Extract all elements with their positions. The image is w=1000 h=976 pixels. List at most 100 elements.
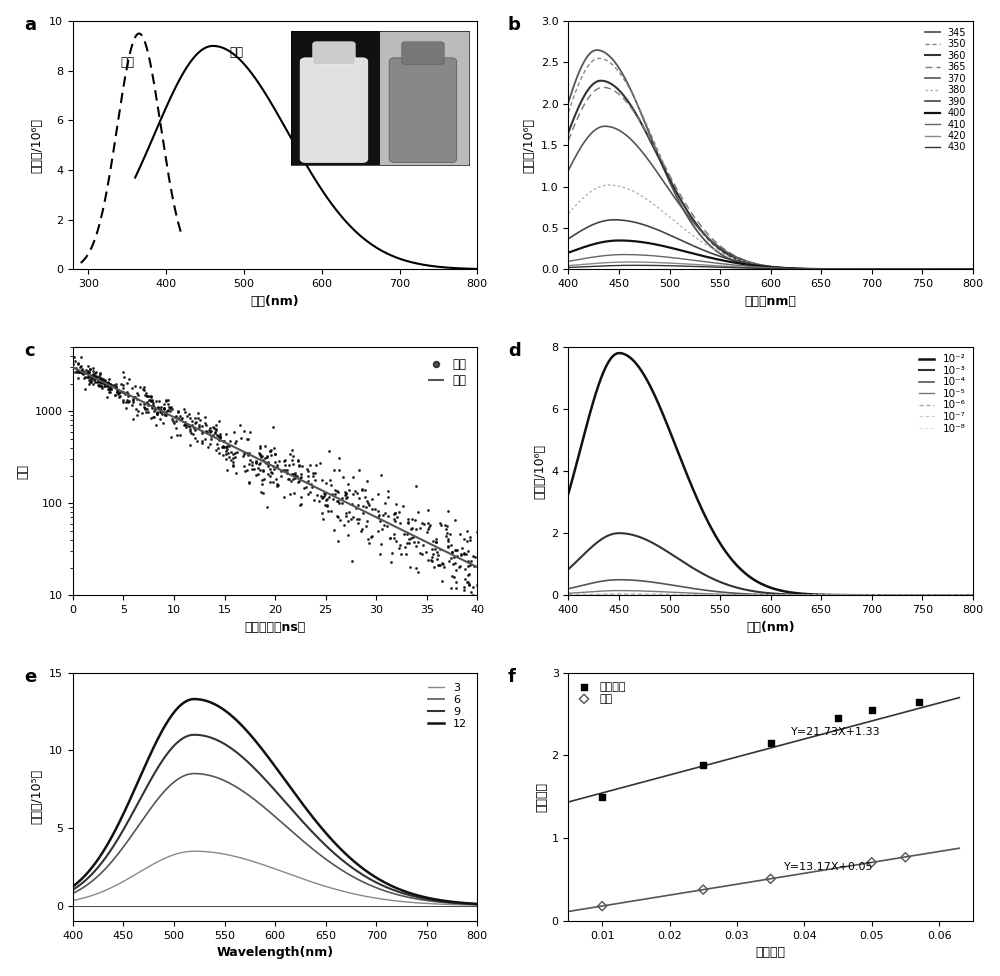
衰减 xyxy=(445,556,461,572)
10⁻⁴ xyxy=(562,583,574,594)
衰减 xyxy=(211,445,227,461)
衰减 xyxy=(219,462,235,477)
衰减 xyxy=(146,403,162,419)
衰减 xyxy=(214,439,230,455)
Line: 360: 360 xyxy=(568,81,973,269)
衰减 xyxy=(398,547,414,562)
410 xyxy=(782,263,794,274)
衰减 xyxy=(239,431,255,447)
衰减 xyxy=(460,574,476,590)
Legend: 3, 6, 9, 12: 3, 6, 9, 12 xyxy=(423,678,472,734)
6 xyxy=(260,803,272,815)
400 xyxy=(804,264,816,275)
衰减 xyxy=(463,584,479,599)
365 xyxy=(758,260,770,271)
衰减 xyxy=(157,406,173,422)
衰减 xyxy=(96,375,112,390)
衰减 xyxy=(444,544,460,559)
衰减 xyxy=(337,484,353,500)
10⁻⁷ xyxy=(782,590,794,601)
衰减 xyxy=(292,469,308,485)
衰减 xyxy=(136,399,152,415)
12 xyxy=(308,813,320,825)
衰减 xyxy=(299,461,315,476)
衰减 xyxy=(266,462,282,477)
衰减 xyxy=(116,369,132,385)
10⁻² xyxy=(804,589,816,600)
350 xyxy=(755,261,767,272)
10⁻⁵ xyxy=(958,590,970,601)
衰减 xyxy=(208,421,224,436)
衰减 xyxy=(67,364,83,380)
420 xyxy=(755,263,767,274)
衰减 xyxy=(241,456,257,471)
衰减 xyxy=(240,431,256,447)
衰减 xyxy=(281,457,297,472)
6 xyxy=(262,805,274,817)
Line: 10⁻⁶: 10⁻⁶ xyxy=(568,594,973,595)
衰减 xyxy=(338,508,354,523)
衰减 xyxy=(178,417,194,432)
衰减 xyxy=(93,374,109,389)
衰减 xyxy=(401,531,417,547)
衰减 xyxy=(223,444,239,460)
衰减 xyxy=(260,455,276,470)
衰减 xyxy=(136,396,152,412)
10⁻⁷ xyxy=(967,590,979,601)
10⁻⁶ xyxy=(958,590,970,601)
硫酸奎宁 xyxy=(864,702,880,717)
衰减 xyxy=(459,574,475,590)
衰减 xyxy=(402,559,418,575)
衰减 xyxy=(427,542,443,557)
衰减 xyxy=(269,459,285,474)
衰减 xyxy=(360,532,376,548)
衰减 xyxy=(164,401,180,417)
衰减 xyxy=(425,533,441,549)
衰减 xyxy=(118,400,134,416)
衰减 xyxy=(212,427,228,442)
365 xyxy=(596,81,608,93)
衰减 xyxy=(225,458,241,473)
衰减 xyxy=(403,530,419,546)
衰减 xyxy=(182,437,198,453)
衰减 xyxy=(125,394,141,410)
衰减 xyxy=(347,483,363,499)
衰减 xyxy=(139,394,155,410)
拟合 xyxy=(462,556,474,568)
衰减 xyxy=(190,406,206,422)
衰减 xyxy=(73,358,89,374)
衰减 xyxy=(198,418,214,433)
衰减 xyxy=(199,425,215,440)
衰减 xyxy=(316,485,332,501)
衰减 xyxy=(80,358,96,374)
衰减 xyxy=(83,375,99,390)
衰减 xyxy=(211,432,227,448)
衰减 xyxy=(444,568,460,584)
衰减 xyxy=(78,365,94,381)
10⁻⁶ xyxy=(758,590,770,601)
衰减 xyxy=(139,388,155,404)
衰减 xyxy=(142,392,158,408)
衰减 xyxy=(432,542,448,557)
衰减 xyxy=(108,376,124,391)
衰减 xyxy=(158,392,174,408)
430 xyxy=(895,264,907,275)
衰减 xyxy=(182,421,198,436)
Y-axis label: 荧光强度: 荧光强度 xyxy=(536,782,549,812)
衰减 xyxy=(129,408,145,424)
3 xyxy=(471,899,483,911)
衰减 xyxy=(448,574,464,590)
衰减 xyxy=(85,368,101,384)
衰减 xyxy=(318,475,334,491)
430 xyxy=(782,264,794,275)
390 xyxy=(608,214,620,225)
衰减 xyxy=(298,479,314,495)
衰减 xyxy=(252,447,268,463)
衰减 xyxy=(145,397,161,413)
衰减 xyxy=(208,418,224,433)
12 xyxy=(188,693,200,705)
衰减 xyxy=(154,406,170,422)
衰减 xyxy=(460,553,476,569)
410 xyxy=(958,264,970,275)
10⁻⁵ xyxy=(967,590,979,601)
